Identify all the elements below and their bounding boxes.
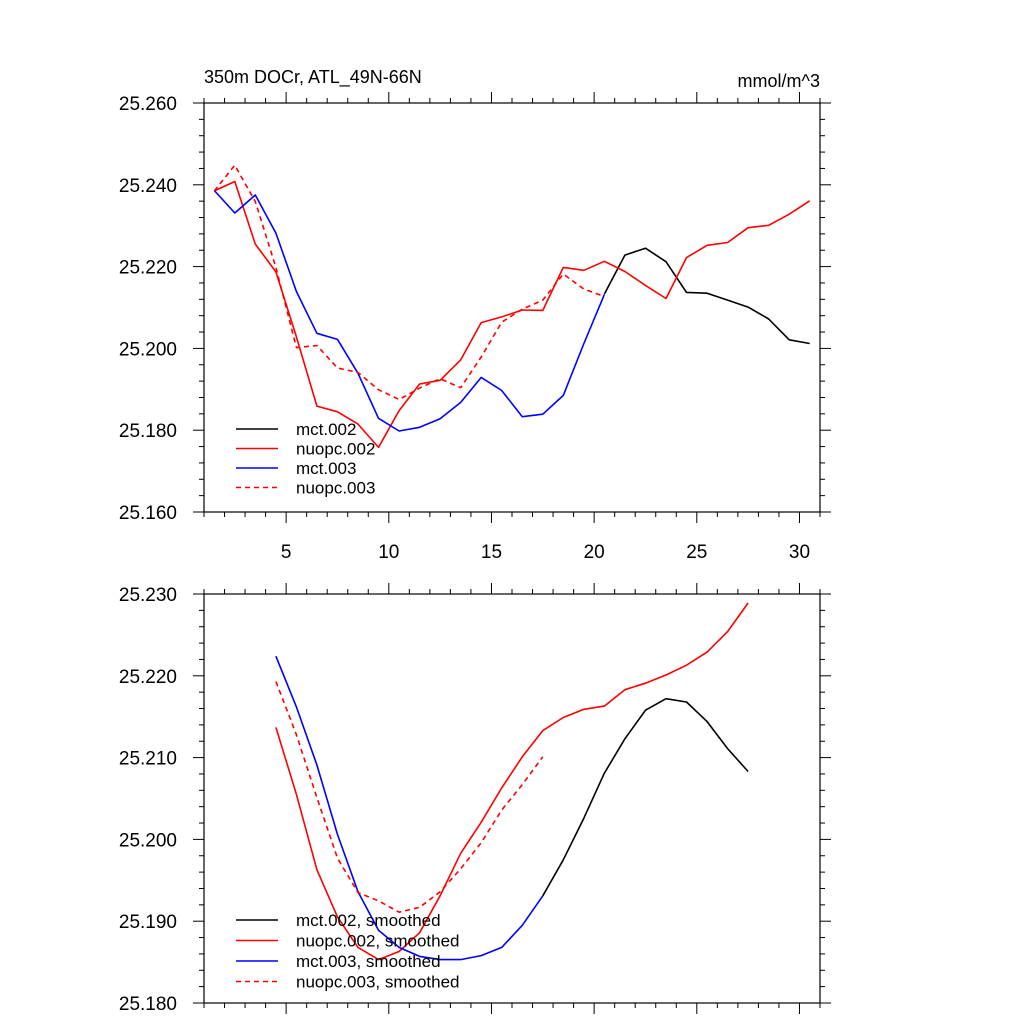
series-line-nuopc-003-smoothed xyxy=(275,681,544,914)
y-tick-label: 25.240 xyxy=(119,176,177,197)
series-line-nuopc-002-smoothed xyxy=(275,602,749,961)
series-line-mct-002-smoothed xyxy=(542,697,749,897)
x-tick-label: 15 xyxy=(481,542,502,563)
x-tick-label: 30 xyxy=(789,542,810,563)
bottom-panel: 25.180 25.190 25.200 25.210 25.220 25.230 mct.… xyxy=(119,583,831,1015)
y-tick-label: 25.210 xyxy=(119,749,177,770)
legend-label: mct.002, smoothed xyxy=(296,911,441,930)
units-label: mmol/m^3 xyxy=(738,71,820,91)
y-tick-label: 25.260 xyxy=(119,94,177,115)
legend-label: nuopc.003 xyxy=(296,479,375,498)
series-line-mct-003-smoothed xyxy=(275,655,544,961)
legend-label: mct.003, smoothed xyxy=(296,952,441,971)
chart-title: 350m DOCr, ATL_49N-66N xyxy=(204,67,422,88)
legend-label: nuopc.002 xyxy=(296,440,375,459)
series-line-nuopc-002 xyxy=(213,180,811,449)
legend-label: mct.003 xyxy=(296,459,356,478)
series-line-mct-002 xyxy=(603,247,810,345)
top-panel: 5 10 15 20 25 30 25.160 25.180 25.200 25.220 25.24… xyxy=(119,67,831,563)
x-tick-label: 10 xyxy=(378,542,399,563)
series-line-mct-003 xyxy=(213,189,606,432)
y-tick-label: 25.180 xyxy=(119,421,177,442)
x-tick-label: 25 xyxy=(686,542,707,563)
y-tick-label: 25.220 xyxy=(119,258,177,279)
y-tick-label: 25.160 xyxy=(119,503,177,524)
legend-label: nuopc.002, smoothed xyxy=(296,932,460,951)
y-tick-label: 25.190 xyxy=(119,912,177,933)
x-tick-label: 5 xyxy=(281,542,292,563)
y-tick-label: 25.200 xyxy=(119,830,177,851)
y-tick-label: 25.180 xyxy=(119,994,177,1015)
y-tick-label: 25.200 xyxy=(119,339,177,360)
legend-label: mct.002 xyxy=(296,420,356,439)
y-tick-label: 25.230 xyxy=(119,585,177,606)
y-tick-label: 25.220 xyxy=(119,667,177,688)
series-line-nuopc-003 xyxy=(213,164,605,401)
x-tick-label: 20 xyxy=(584,542,605,563)
legend-label: nuopc.003, smoothed xyxy=(296,973,460,992)
